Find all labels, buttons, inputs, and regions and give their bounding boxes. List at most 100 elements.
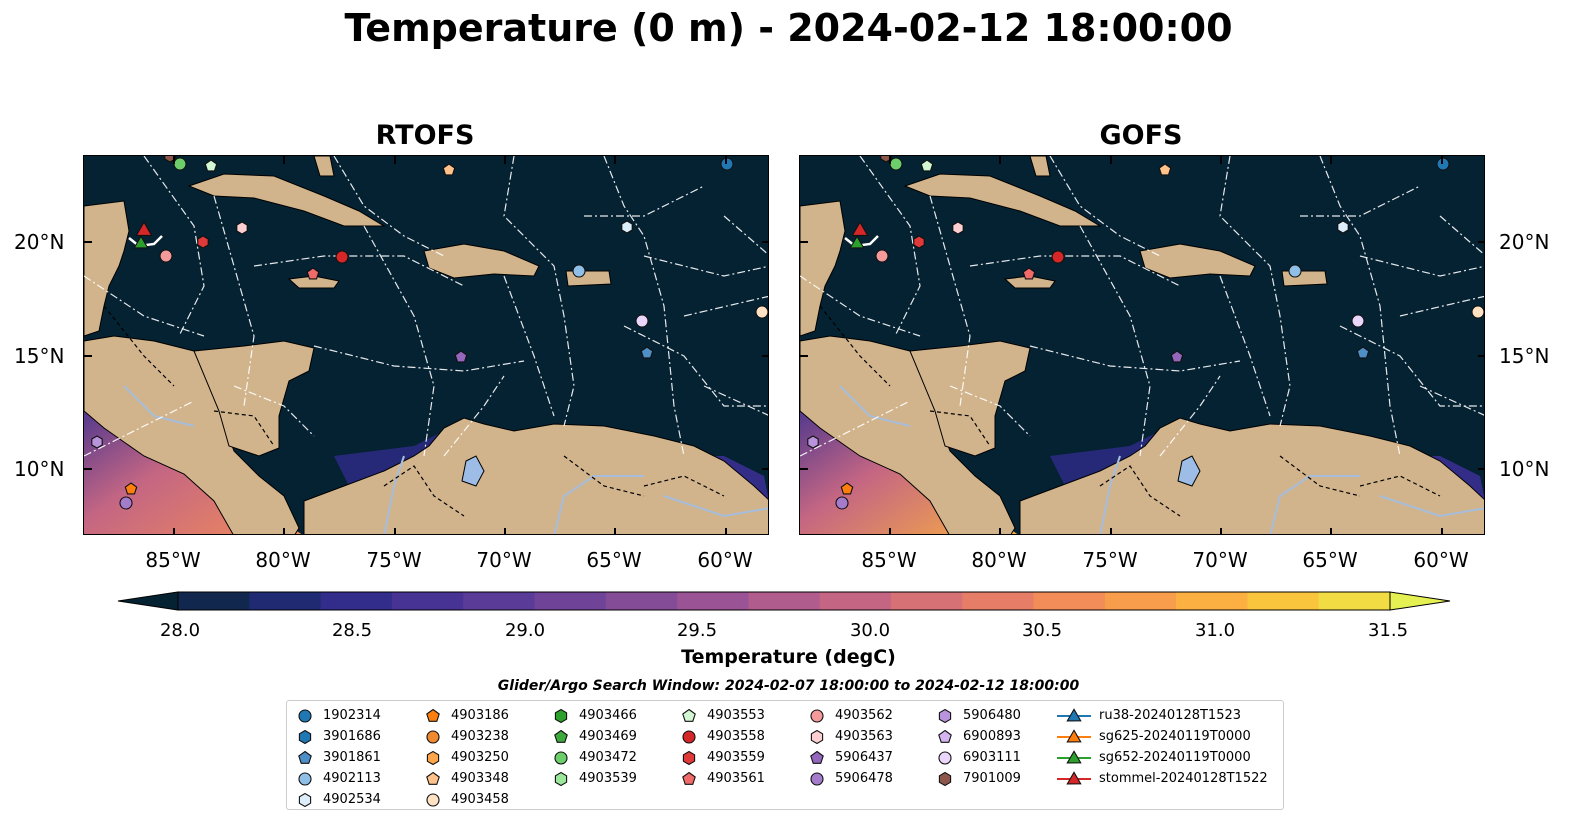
legend-item: 5906478 [807, 768, 893, 789]
legend-pentagon-icon [426, 708, 440, 722]
legend-circle-icon [426, 729, 440, 744]
colorbar-segment [320, 592, 393, 610]
legend-label: 4903238 [451, 729, 509, 744]
legend-column: 4903186 4903238 4903250 4903348 4903458 [423, 705, 509, 810]
legend-circle-icon [426, 792, 440, 807]
search-window-text: Glider/Argo Search Window: 2024-02-07 18… [497, 678, 1080, 694]
colorbar-segment [890, 592, 963, 610]
eez-boundary [443, 375, 505, 457]
eez-boundary [143, 156, 205, 337]
legend-label: sg625-20240119T0000 [1099, 729, 1251, 744]
legend-label: 4902113 [323, 771, 381, 786]
colorbar-segment [1247, 592, 1320, 610]
landmass [313, 156, 335, 177]
eez-boundary [84, 275, 205, 337]
legend-item: 1902314 [295, 705, 381, 726]
landmass [1029, 156, 1051, 177]
legend-label: 6900893 [963, 729, 1021, 744]
colorbar-segment [1033, 592, 1106, 610]
legend-item: 4903186 [423, 705, 509, 726]
landmass [800, 200, 846, 337]
legend-item: stommel-20240128T1522 [1057, 768, 1268, 789]
lon-label-60w-left: 60°W [697, 548, 753, 572]
country-border [929, 410, 991, 447]
colorbar-tick-30-5: 30.5 [1021, 620, 1063, 641]
legend-label: 4903466 [579, 708, 637, 723]
eez-boundary [584, 185, 705, 217]
profile-marker-5906480 [807, 435, 819, 449]
lake-maracaibo [1177, 455, 1201, 487]
lon-label-85w-right: 85°W [861, 548, 917, 572]
legend-column: 4903466 4903469 4903472 4903539 [551, 705, 637, 789]
legend-pentagon-icon [426, 771, 440, 785]
country-border [213, 410, 275, 447]
colorbar-label: Temperature (degC) [681, 646, 896, 668]
map-canvas-rtofs [84, 156, 768, 534]
profile-marker-4903348 [442, 163, 456, 176]
profile-marker-4903472 [889, 157, 903, 171]
profile-marker-3901861 [1356, 346, 1370, 359]
eez-boundary [1219, 156, 1291, 427]
colorbar-tick-30-0: 30.0 [849, 620, 891, 641]
eez-boundary [800, 400, 911, 457]
colorbar-segment [1104, 592, 1177, 610]
legend-circle-icon [810, 708, 824, 723]
landmass [565, 270, 612, 287]
legend-line-triangle-icon [1057, 749, 1091, 763]
legend-column: 4903553 4903558 4903559 4903561 [679, 705, 765, 789]
profile-marker-4903553 [920, 159, 934, 172]
profile-marker-4903558 [1051, 250, 1065, 264]
river [1269, 475, 1360, 534]
profile-marker-4903561 [1022, 267, 1036, 280]
eez-boundary [84, 400, 195, 457]
legend-item: 4903472 [551, 747, 637, 768]
profile-marker-7901009 [880, 156, 892, 163]
legend-item: 6903111 [935, 747, 1021, 768]
profile-marker-4903559 [913, 235, 925, 249]
eez-boundary [800, 275, 921, 337]
legend-column: 4903562 4903563 5906437 5906478 [807, 705, 893, 789]
eez-boundary [253, 255, 465, 287]
legend-pentagon-icon [938, 729, 952, 743]
eez-boundary [1079, 225, 1151, 457]
legend-circle-icon [554, 750, 568, 765]
colorbar-tick-29-0: 29.0 [504, 620, 546, 641]
landmass [909, 340, 1031, 457]
profile-marker-5906437 [454, 350, 468, 363]
colorbar-segment [748, 592, 821, 610]
profile-marker-4902113 [1288, 264, 1302, 278]
legend-item: 4903563 [807, 726, 893, 747]
legend-item: 4903559 [679, 747, 765, 768]
lat-label-15n-left: 15°N [14, 344, 65, 368]
profile-marker-4903562 [875, 249, 889, 263]
eez-boundary [643, 255, 768, 277]
colorbar-segment [819, 592, 892, 610]
profile-marker-6903111 [635, 314, 649, 328]
eez-boundary [1029, 345, 1241, 372]
glider-marker-stommel [851, 221, 869, 236]
legend-label: stommel-20240128T1522 [1099, 771, 1268, 786]
country-border [819, 305, 891, 387]
legend-pentagon-icon [682, 708, 696, 722]
legend-label: 4903472 [579, 750, 637, 765]
lon-label-65w-right: 65°W [1302, 548, 1358, 572]
legend-hexagon-icon [554, 708, 568, 723]
river [1379, 495, 1484, 518]
river [123, 385, 195, 427]
profile-marker-4903559 [197, 235, 209, 249]
profile-marker-4903558 [335, 250, 349, 264]
eez-boundary [703, 385, 768, 416]
legend-label: 7901009 [963, 771, 1021, 786]
legend-label: 4903458 [451, 792, 509, 807]
legend-item: sg652-20240119T0000 [1057, 747, 1268, 768]
legend-pentagon-icon [810, 750, 824, 764]
legend-item: 4902534 [295, 789, 381, 810]
legend-label: ru38-20240128T1523 [1099, 708, 1242, 723]
eez-boundary [503, 156, 575, 427]
legend-hexagon-icon [426, 750, 440, 765]
eez-boundary [1359, 255, 1484, 277]
legend-circle-icon [298, 771, 312, 786]
colorbar-max-extension [1389, 591, 1451, 611]
profile-marker-4903563 [236, 221, 248, 235]
eez-boundary [233, 385, 315, 437]
